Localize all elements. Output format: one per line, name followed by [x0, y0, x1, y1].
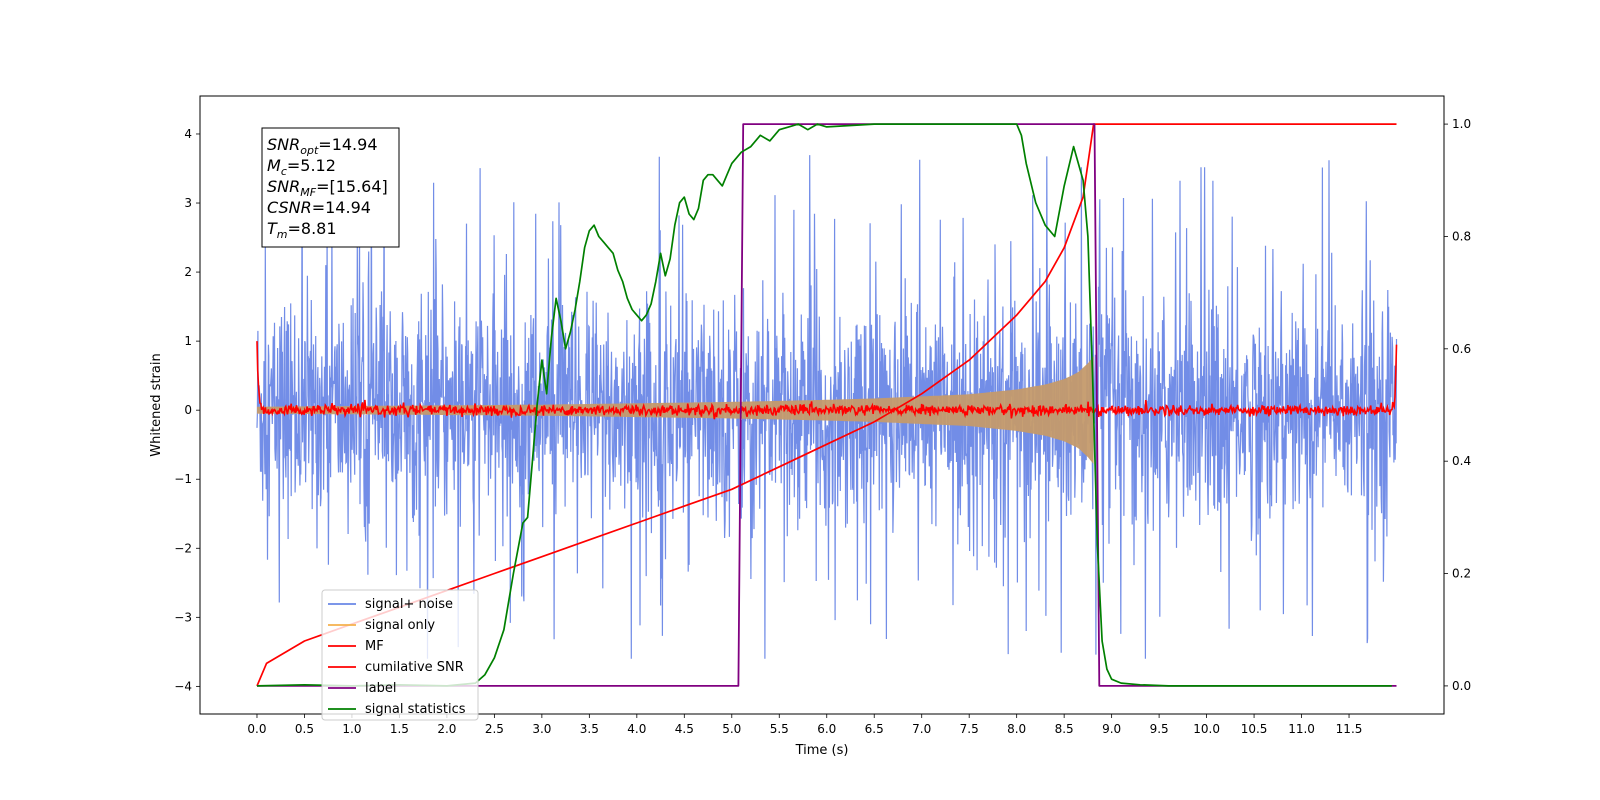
x-tick-label: 6.5: [865, 722, 884, 736]
x-tick-label: 5.5: [770, 722, 789, 736]
x-tick-label: 9.0: [1102, 722, 1121, 736]
y-axis-label: Whitened strain: [149, 353, 164, 456]
legend-entry-label: signal statistics: [365, 702, 466, 717]
y-left-tick-label: 4: [184, 127, 192, 141]
x-tick-label: 0.5: [295, 722, 314, 736]
plot-frame: [199, 95, 1445, 715]
x-tick-label: 7.5: [960, 722, 979, 736]
series-signal-noise-line: [256, 155, 1398, 659]
x-tick-label: 1.0: [342, 722, 361, 736]
x-tick-label: 6.0: [817, 722, 836, 736]
y-left-tick-label: −3: [174, 610, 192, 624]
x-tick-label: 8.0: [1007, 722, 1026, 736]
x-tick-label: 11.5: [1336, 722, 1363, 736]
y-right-tick-label: 0.0: [1452, 679, 1471, 693]
x-tick-label: 2.0: [437, 722, 456, 736]
x-tick-label: 2.5: [485, 722, 504, 736]
annotation-line: CSNR=14.94: [267, 198, 371, 217]
series-mf-line: [256, 341, 1398, 420]
x-tick-label: 0.0: [247, 722, 266, 736]
y-left-tick-label: −4: [174, 679, 192, 693]
axes-layer: 0.0 0.5 1.0 1.5 2.0 2.5 3.0 3.5 4.0 4.5 5.0 5.5 6.0 6…: [174, 117, 1471, 736]
y-right-tick-label: 0.2: [1452, 567, 1471, 581]
y-left-tick-label: 0: [184, 403, 192, 417]
x-tick-label: 11.0: [1288, 722, 1315, 736]
y-left-tick-label: −2: [174, 541, 192, 555]
legend-entry-label: signal+ noise: [365, 597, 453, 612]
y-left-tick-label: −1: [174, 472, 192, 486]
x-tick-label: 5.0: [722, 722, 741, 736]
x-tick-label: 4.5: [675, 722, 694, 736]
y-right-tick-label: 1.0: [1452, 117, 1471, 131]
x-tick-label: 10.0: [1193, 722, 1220, 736]
x-axis-label: Time (s): [795, 743, 849, 758]
legend-frame: [321, 589, 479, 721]
legend-entry-label: signal only: [365, 618, 435, 633]
legend-entry-label: MF: [365, 639, 384, 654]
legend-entry-label: cumilative SNR: [365, 660, 464, 675]
annotation-line: SNRMF=[15.64]: [267, 177, 388, 199]
legend-entry-label: label: [365, 681, 396, 696]
x-tick-label: 3.0: [532, 722, 551, 736]
x-tick-label: 8.5: [1055, 722, 1074, 736]
y-left-tick-label: 3: [184, 196, 192, 210]
legend: signal+ noise signal only MF cumilative SNR…: [321, 589, 479, 721]
annotation-line: Tm=8.81: [267, 219, 337, 241]
x-tick-label: 1.5: [390, 722, 409, 736]
annotation-line: SNRopt=14.94: [267, 135, 378, 157]
annotation-line: Mc=5.12: [267, 156, 336, 178]
annotation-box: SNRopt=14.94Mc=5.12SNRMF=[15.64]CSNR=14.…: [261, 127, 400, 248]
x-tick-label: 9.5: [1150, 722, 1169, 736]
y-left-tick-label: 2: [184, 265, 192, 279]
y-right-tick-label: 0.4: [1452, 454, 1471, 468]
x-tick-label: 4.0: [627, 722, 646, 736]
y-right-tick-label: 0.8: [1452, 229, 1471, 243]
x-tick-label: 7.0: [912, 722, 931, 736]
series-signal-statistics-line: [256, 123, 1392, 687]
x-tick-label: 10.5: [1241, 722, 1268, 736]
x-tick-label: 3.5: [580, 722, 599, 736]
y-left-tick-label: 1: [184, 334, 192, 348]
y-right-tick-label: 0.6: [1452, 342, 1471, 356]
annotation-frame: [261, 127, 400, 248]
